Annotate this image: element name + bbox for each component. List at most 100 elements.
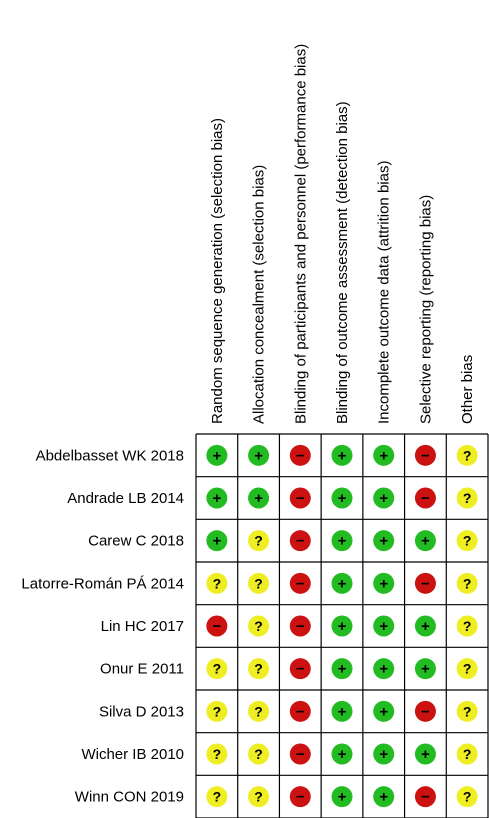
judgement-symbol: + [338,746,347,763]
judgement-circle [206,572,228,594]
judgement-symbol: ? [254,618,263,634]
judgement-circle [456,487,478,509]
judgement-high-icon: − [414,786,436,808]
judgement-low-icon: + [331,615,353,637]
judgement-symbol: + [338,490,347,507]
judgement-circle [206,487,228,509]
judgement-unclear-icon: ? [248,615,270,637]
judgement-high-icon: − [289,700,311,722]
judgement-circle [414,658,436,680]
judgement-high-icon: − [414,700,436,722]
judgement-symbol: − [296,490,305,507]
judgement-unclear-icon: ? [456,786,478,808]
judgement-symbol: + [338,533,347,550]
judgement-circle [331,572,353,594]
judgement-circle [331,444,353,466]
judgement-symbol: + [338,661,347,678]
judgement-low-icon: + [373,615,395,637]
judgement-circle [456,786,478,808]
domain-header-blinding-of-outcome-assessment-detection-bias: Blinding of outcome assessment (detectio… [334,101,351,424]
judgement-symbol: ? [254,703,263,719]
judgement-symbol: ? [254,789,263,805]
judgement-low-icon: + [414,530,436,552]
judgement-circle [456,572,478,594]
judgement-symbol: + [338,789,347,806]
judgement-circle [456,615,478,637]
study-label-andrade-lb-2014: Andrade LB 2014 [67,490,184,507]
judgement-symbol: ? [213,575,222,591]
judgement-unclear-icon: ? [456,444,478,466]
judgement-low-icon: + [373,487,395,509]
judgement-circle [373,743,395,765]
judgement-low-icon: + [248,487,270,509]
domain-header-random-sequence-generation-selection-bias: Random sequence generation (selection bi… [209,118,226,424]
judgement-symbol: + [379,661,388,678]
judgement-circle [373,658,395,680]
judgement-circle [456,743,478,765]
judgement-symbol: + [379,533,388,550]
judgement-circle [456,700,478,722]
judgement-circle [289,700,311,722]
judgement-unclear-icon: ? [248,658,270,680]
judgement-low-icon: + [373,786,395,808]
judgement-low-icon: + [373,572,395,594]
judgement-circle [414,444,436,466]
judgement-circle [206,743,228,765]
judgement-unclear-icon: ? [456,700,478,722]
judgement-symbol: + [338,575,347,592]
judgement-symbol: ? [463,746,472,762]
judgement-circle [206,786,228,808]
judgement-symbol: − [296,703,305,720]
judgement-symbol: ? [254,746,263,762]
judgement-circle [289,444,311,466]
judgement-unclear-icon: ? [206,786,228,808]
judgement-low-icon: + [206,444,228,466]
domain-header-other-bias: Other bias [459,355,476,424]
judgement-low-icon: + [331,743,353,765]
judgement-symbol: + [379,789,388,806]
judgement-low-icon: + [331,530,353,552]
judgement-symbol: ? [254,533,263,549]
judgement-high-icon: − [414,572,436,594]
judgement-symbol: ? [463,789,472,805]
judgement-symbol: − [212,618,221,635]
judgement-low-icon: + [373,658,395,680]
judgement-low-icon: + [331,658,353,680]
judgement-unclear-icon: ? [206,572,228,594]
study-label-winn-con-2019: Winn CON 2019 [75,789,184,806]
judgement-circle [373,700,395,722]
study-labels: Abdelbasset WK 2018 Andrade LB 2014 Carew … [21,447,184,805]
judgement-low-icon: + [331,487,353,509]
judgement-circle [456,658,478,680]
judgement-circle [456,530,478,552]
judgement-high-icon: − [414,487,436,509]
judgement-low-icon: + [248,444,270,466]
judgement-unclear-icon: ? [206,658,228,680]
judgement-unclear-icon: ? [456,615,478,637]
judgement-low-icon: + [373,444,395,466]
judgement-circle [414,743,436,765]
judgement-symbol: + [212,447,221,464]
judgement-circle [248,786,270,808]
judgement-circle [331,487,353,509]
judgement-symbol: + [338,618,347,635]
judgement-low-icon: + [331,572,353,594]
judgement-symbol: − [296,661,305,678]
judgement-low-icon: + [414,743,436,765]
judgement-unclear-icon: ? [456,530,478,552]
judgement-circle [373,530,395,552]
study-label-abdelbasset-wk-2018: Abdelbasset WK 2018 [36,447,184,464]
judgement-circle [206,700,228,722]
judgement-symbol: ? [463,661,472,677]
judgement-circle [373,444,395,466]
judgement-high-icon: − [289,658,311,680]
judgement-symbol: ? [463,490,472,506]
judgement-low-icon: + [373,530,395,552]
judgement-symbol: − [421,490,430,507]
judgement-high-icon: − [206,615,228,637]
study-label-onur-e-2011: Onur E 2011 [100,661,184,678]
judgement-circle [248,530,270,552]
judgement-circle [373,487,395,509]
judgement-unclear-icon: ? [248,572,270,594]
judgement-circle [206,658,228,680]
